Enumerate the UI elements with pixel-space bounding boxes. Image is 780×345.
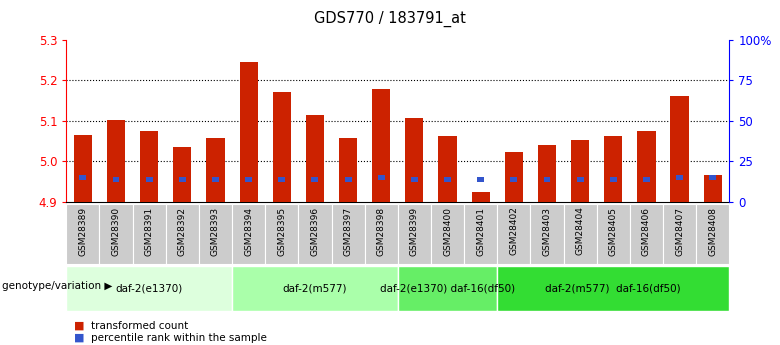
Bar xyxy=(576,177,583,181)
Bar xyxy=(663,204,696,264)
Bar xyxy=(472,192,490,202)
Bar xyxy=(398,204,431,264)
Bar xyxy=(199,204,232,264)
Bar xyxy=(179,177,186,181)
Text: GSM28395: GSM28395 xyxy=(277,207,286,256)
Bar xyxy=(66,266,232,312)
Text: daf-2(m577)  daf-16(df50): daf-2(m577) daf-16(df50) xyxy=(545,284,681,294)
Bar xyxy=(74,135,92,202)
Bar xyxy=(66,204,100,264)
Bar xyxy=(339,138,357,202)
Bar xyxy=(232,266,398,312)
Bar xyxy=(498,204,530,264)
Bar xyxy=(133,204,166,264)
Bar xyxy=(643,177,650,181)
Text: ■: ■ xyxy=(74,321,84,331)
Bar xyxy=(298,204,331,264)
Bar xyxy=(630,204,663,264)
Bar xyxy=(637,131,655,202)
Bar xyxy=(165,204,199,264)
Bar xyxy=(398,266,498,312)
Text: GSM28398: GSM28398 xyxy=(377,207,386,256)
Text: GSM28404: GSM28404 xyxy=(576,207,585,255)
Bar xyxy=(610,177,617,181)
Bar xyxy=(140,131,158,202)
Bar xyxy=(146,177,153,181)
Bar xyxy=(464,204,498,264)
Text: GSM28400: GSM28400 xyxy=(443,207,452,256)
Bar xyxy=(207,138,225,202)
Bar xyxy=(597,204,629,264)
Bar xyxy=(477,177,484,181)
Text: GSM28408: GSM28408 xyxy=(708,207,718,256)
Bar xyxy=(438,136,456,202)
Bar xyxy=(709,175,716,179)
Bar xyxy=(671,96,689,202)
Bar xyxy=(372,89,390,202)
Text: GSM28389: GSM28389 xyxy=(78,207,87,256)
Bar xyxy=(311,177,318,181)
Bar xyxy=(232,204,265,264)
Text: genotype/variation ▶: genotype/variation ▶ xyxy=(2,282,112,292)
Text: GSM28401: GSM28401 xyxy=(476,207,485,256)
Bar xyxy=(544,177,551,181)
Text: percentile rank within the sample: percentile rank within the sample xyxy=(91,333,267,343)
Bar xyxy=(604,136,622,202)
Text: GSM28405: GSM28405 xyxy=(608,207,618,256)
Bar xyxy=(245,177,252,181)
Bar xyxy=(332,204,364,264)
Text: GSM28406: GSM28406 xyxy=(642,207,651,256)
Bar xyxy=(173,147,191,202)
Bar xyxy=(571,140,589,202)
Bar xyxy=(431,204,464,264)
Text: GSM28394: GSM28394 xyxy=(244,207,254,256)
Bar xyxy=(444,177,451,181)
Bar xyxy=(239,62,257,202)
Text: GSM28393: GSM28393 xyxy=(211,207,220,256)
Text: GSM28407: GSM28407 xyxy=(675,207,684,256)
Text: GSM28397: GSM28397 xyxy=(343,207,353,256)
Bar xyxy=(510,177,517,181)
Text: GSM28391: GSM28391 xyxy=(144,207,154,256)
Text: GDS770 / 183791_at: GDS770 / 183791_at xyxy=(314,10,466,27)
Bar xyxy=(563,204,597,264)
Bar xyxy=(212,177,219,181)
Text: daf-2(m577): daf-2(m577) xyxy=(282,284,347,294)
Bar xyxy=(676,175,683,179)
Text: GSM28403: GSM28403 xyxy=(542,207,551,256)
Bar xyxy=(112,177,119,181)
Bar xyxy=(107,119,125,202)
Text: GSM28399: GSM28399 xyxy=(410,207,419,256)
Text: daf-2(e1370): daf-2(e1370) xyxy=(115,284,183,294)
Text: GSM28402: GSM28402 xyxy=(509,207,519,255)
Bar xyxy=(100,204,133,264)
Bar xyxy=(411,177,418,181)
Bar xyxy=(345,177,352,181)
Bar xyxy=(498,266,729,312)
Text: GSM28390: GSM28390 xyxy=(112,207,121,256)
Text: GSM28396: GSM28396 xyxy=(310,207,320,256)
Bar xyxy=(306,116,324,202)
Text: ■: ■ xyxy=(74,333,84,343)
Bar xyxy=(378,175,385,179)
Bar xyxy=(406,118,424,202)
Bar xyxy=(273,92,291,202)
Bar xyxy=(704,176,722,202)
Bar xyxy=(538,145,556,202)
Text: GSM28392: GSM28392 xyxy=(178,207,187,256)
Bar xyxy=(278,177,285,181)
Bar xyxy=(265,204,298,264)
Bar xyxy=(364,204,398,264)
Text: daf-2(e1370) daf-16(df50): daf-2(e1370) daf-16(df50) xyxy=(380,284,515,294)
Bar xyxy=(80,175,87,179)
Bar xyxy=(505,152,523,202)
Text: transformed count: transformed count xyxy=(91,321,189,331)
Bar xyxy=(530,204,563,264)
Bar xyxy=(696,204,729,264)
